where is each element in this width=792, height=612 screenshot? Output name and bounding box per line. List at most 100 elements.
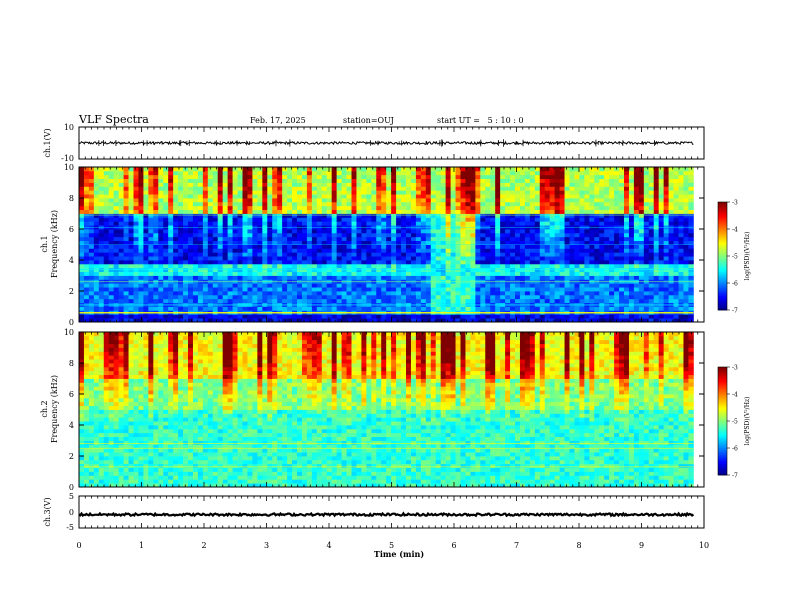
spectrogram-cell: [197, 294, 204, 300]
spectrogram-cell: [589, 271, 595, 276]
spectrogram-cell: [544, 260, 551, 265]
spectrogram-cell: [287, 256, 293, 261]
spectrogram-cell: [222, 182, 229, 187]
spectrogram-cell: [410, 298, 417, 304]
spectrogram-cell: [217, 287, 224, 292]
spectrogram-cell: [653, 198, 660, 203]
spectrogram-cell: [376, 178, 382, 183]
spectrogram-cell: [178, 260, 184, 265]
spectrogram-cell: [643, 260, 650, 265]
spectrogram-cell: [192, 271, 199, 276]
spectrogram-cell: [326, 298, 333, 304]
spectrogram-cell: [396, 267, 402, 273]
spectrogram-cell: [277, 205, 283, 211]
spectrogram-cell: [207, 248, 214, 253]
spectrogram-cell: [83, 263, 90, 269]
spectrogram-cell: [500, 236, 506, 242]
spectrogram-cell: [599, 298, 605, 304]
spectrogram-cell: [485, 198, 491, 203]
spectrogram-cell: [430, 221, 437, 226]
spectrogram-cell: [450, 182, 456, 187]
spectrogram-cell: [351, 294, 357, 300]
spectrogram-cell: [381, 190, 387, 195]
spectrogram-cell: [539, 298, 546, 304]
spectrogram-cell: [148, 201, 154, 207]
spectrogram-cell: [212, 205, 219, 211]
spectrogram-cell: [638, 291, 645, 296]
spectrogram-cell: [331, 170, 338, 176]
spectrogram-cell: [346, 263, 352, 269]
spectrogram-cell: [257, 194, 263, 199]
spectrogram-cell: [237, 229, 243, 234]
spectrogram-cell: [599, 287, 605, 292]
spectrogram-cell: [510, 306, 516, 311]
spectrogram-cell: [549, 205, 556, 211]
spectrogram-cell: [628, 170, 635, 176]
spectrogram-cell: [336, 201, 342, 207]
spectrogram-cell: [465, 167, 471, 172]
spectrogram-cell: [663, 240, 669, 245]
spectrogram-cell: [316, 217, 323, 222]
spectrogram-cell: [401, 201, 407, 207]
spectrogram-cell: [341, 294, 347, 300]
spectrogram-cell: [485, 213, 491, 218]
spectrogram-cell: [450, 256, 456, 261]
spectrogram-cell: [455, 205, 461, 211]
spectrogram-cell: [257, 198, 263, 203]
spectrogram-cell: [425, 221, 432, 226]
spectrogram-cell: [158, 294, 164, 300]
spectrogram-cell: [648, 213, 655, 218]
spectrogram-cell: [207, 263, 214, 269]
spectrogram-cell: [237, 318, 243, 323]
spectrogram-cell: [207, 236, 214, 242]
spectrogram-cell: [574, 275, 580, 280]
spectrogram-cell: [475, 221, 481, 226]
spectrogram-cell: [292, 248, 298, 253]
spectrogram-cell: [242, 186, 248, 191]
spectrogram-cell: [396, 260, 402, 265]
spectrogram-cell: [465, 271, 471, 276]
spectrogram-cell: [381, 240, 387, 245]
spectrogram-cell: [386, 248, 392, 253]
spectrogram-cell: [391, 182, 397, 187]
spectrogram-cell: [381, 205, 387, 211]
spectrogram-cell: [495, 240, 501, 245]
spectrogram-cell: [386, 232, 392, 238]
spectrogram-cell: [113, 174, 120, 180]
spectrogram-cell: [267, 232, 273, 238]
spectrogram-cell: [381, 178, 387, 183]
spectrogram-cell: [683, 256, 689, 261]
spectrogram-cell: [683, 271, 689, 276]
spectrogram-cell: [222, 229, 229, 234]
spectrogram-cell: [79, 232, 85, 238]
spectrogram-cell: [118, 275, 124, 280]
spectrogram-cell: [673, 314, 679, 319]
spectrogram-cell: [118, 244, 124, 249]
spectrogram-cell: [455, 201, 461, 207]
spectrogram-cell: [688, 236, 694, 242]
spectrogram-cell: [505, 178, 511, 183]
spectrogram-cell: [311, 244, 318, 249]
spectrogram-cell: [465, 260, 471, 265]
spectrogram-cell: [515, 205, 521, 211]
spectrogram-cell: [648, 170, 655, 176]
spectrogram-cell: [624, 205, 630, 211]
spectrogram-cell: [262, 190, 268, 195]
spectrogram-cell: [420, 209, 427, 214]
spectrogram-cell: [574, 186, 580, 191]
spectrogram-cell: [569, 209, 575, 214]
spectrogram-cell: [673, 263, 679, 269]
spectrogram-cell: [579, 287, 585, 292]
spectrogram-cell: [609, 229, 615, 234]
spectrogram-cell: [252, 213, 258, 218]
spectrogram-cell: [435, 294, 442, 300]
spectrogram-cell: [396, 186, 402, 191]
spectrogram-cell: [599, 263, 605, 269]
spectrogram-cell: [678, 190, 684, 195]
spectrogram-cell: [326, 167, 333, 172]
spectrogram-cell: [450, 275, 456, 280]
spectrogram-cell: [668, 213, 674, 218]
spectrogram-cell: [480, 174, 486, 180]
spectrogram-cell: [371, 190, 377, 195]
spectrogram-cell: [311, 194, 318, 199]
